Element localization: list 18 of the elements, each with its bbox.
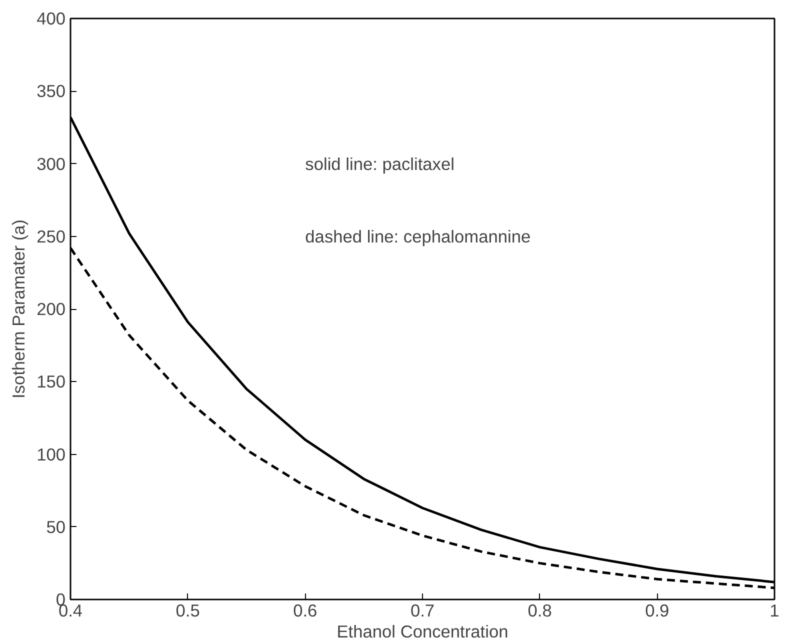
y-tick-label: 100 [36, 444, 66, 464]
annotation: solid line: paclitaxel [305, 154, 454, 174]
x-tick-label: 0.5 [176, 600, 200, 620]
y-tick-label: 400 [36, 8, 66, 28]
x-tick-label: 1 [770, 600, 780, 620]
y-tick-label: 300 [36, 154, 66, 174]
y-tick-label: 250 [36, 226, 66, 246]
x-tick-label: 0.9 [645, 600, 670, 620]
annotation: dashed line: cephalomannine [305, 226, 531, 246]
y-axis-title: Isotherm Paramater (a) [8, 219, 29, 399]
x-axis-title: Ethanol Concentration [336, 622, 508, 642]
y-tick-label: 150 [36, 372, 66, 392]
y-tick-label: 200 [36, 299, 66, 319]
x-tick-label: 0.6 [293, 600, 318, 620]
x-tick-label: 0.7 [410, 600, 435, 620]
x-tick-label: 0.8 [528, 600, 552, 620]
y-tick-label: 350 [36, 81, 66, 102]
y-tick-label: 50 [46, 516, 66, 537]
